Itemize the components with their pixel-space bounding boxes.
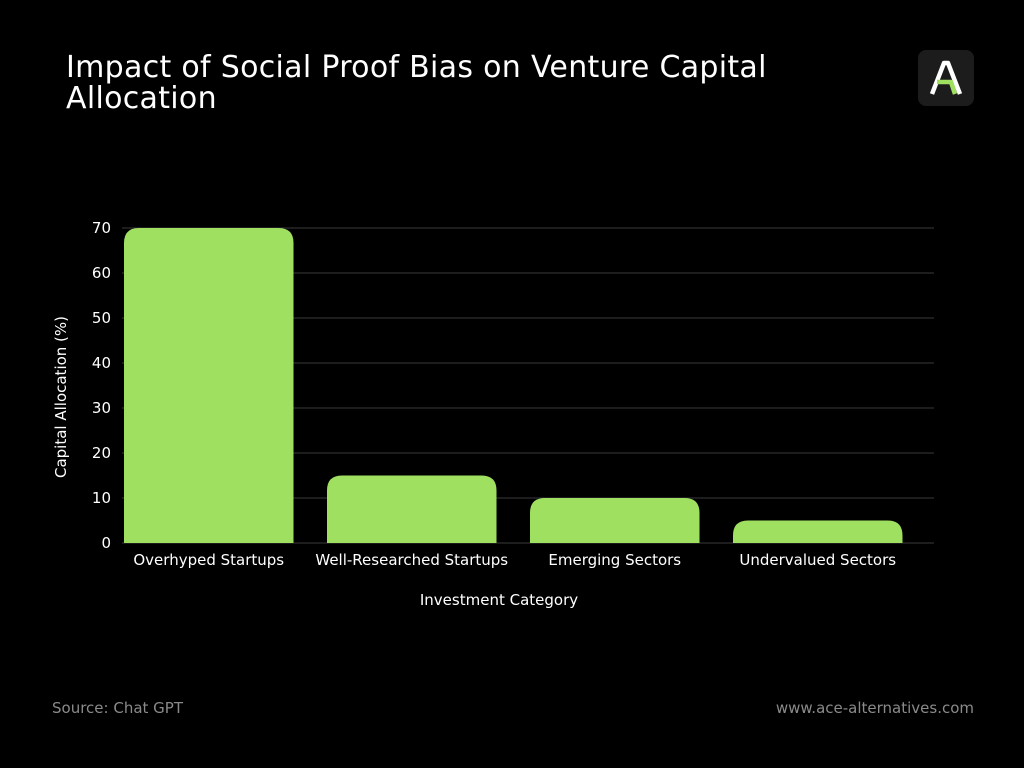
chart-title: Impact of Social Proof Bias on Venture C…	[66, 50, 767, 116]
bars	[124, 228, 903, 543]
y-tick-label: 60	[92, 264, 111, 282]
ace-alternatives-logo-icon	[929, 60, 963, 95]
y-tick-label: 70	[92, 219, 111, 237]
x-tick-label: Emerging Sectors	[548, 551, 681, 569]
x-tick-label: Well-Researched Startups	[315, 551, 508, 569]
website-link[interactable]: www.ace-alternatives.com	[775, 699, 974, 717]
source-note: Source: Chat GPT	[52, 699, 183, 717]
y-tick-label: 30	[92, 399, 111, 417]
y-tick-label: 0	[101, 534, 111, 552]
x-tick-label: Undervalued Sectors	[739, 551, 896, 569]
bar[interactable]	[733, 520, 903, 544]
bar[interactable]	[327, 475, 497, 544]
y-tick-label: 50	[92, 309, 111, 327]
bar[interactable]	[530, 498, 700, 543]
y-axis-label: Capital Allocation (%)	[52, 316, 70, 478]
y-tick-label: 40	[92, 354, 111, 372]
brand-logo[interactable]	[918, 50, 974, 106]
bar[interactable]	[124, 228, 294, 543]
y-tick-label: 20	[92, 444, 111, 462]
x-axis-label: Investment Category	[420, 591, 578, 609]
y-tick-label: 10	[92, 489, 111, 507]
y-axis-ticks: 0 10 20 30 40 50 60 70	[92, 219, 111, 552]
x-tick-label: Overhyped Startups	[133, 551, 284, 569]
x-axis-ticks: Overhyped Startups Well-Researched Startu…	[133, 551, 896, 569]
